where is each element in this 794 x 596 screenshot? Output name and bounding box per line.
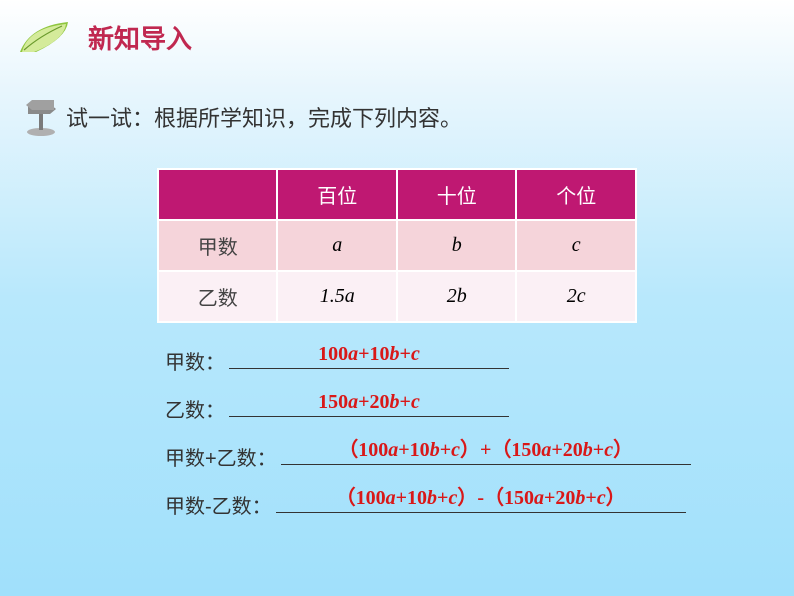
- signpost-icon: [20, 96, 62, 138]
- subtitle-prefix: 试一试：: [66, 106, 154, 131]
- subtitle-row: 试一试：根据所学知识，完成下列内容。: [20, 96, 794, 138]
- answers-section: 甲数： 100a+10b+c 乙数： 150a+20b+c 甲数+乙数： （10…: [165, 343, 794, 519]
- answer-value-jia: 100a+10b+c: [318, 343, 420, 366]
- answer-blank: 100a+10b+c: [229, 343, 509, 369]
- table-row: 乙数 1.5a 2b 2c: [158, 271, 636, 322]
- answer-blank: （100a+10b+c）+（150a+20b+c）: [281, 439, 691, 465]
- answer-label: 甲数：: [165, 346, 225, 375]
- place-value-table: 百位 十位 个位 甲数 a b c 乙数 1.5a 2b 2c: [157, 168, 637, 323]
- cell-jia-ones: c: [516, 220, 636, 271]
- answer-line-yi: 乙数： 150a+20b+c: [165, 391, 794, 423]
- cell-yi-ones: 2c: [516, 271, 636, 322]
- cell-yi-hundreds: 1.5a: [277, 271, 397, 322]
- table-header-row: 百位 十位 个位: [158, 169, 636, 220]
- answer-line-jia: 甲数： 100a+10b+c: [165, 343, 794, 375]
- answer-value-yi: 150a+20b+c: [318, 391, 420, 414]
- cell-jia-tens: b: [397, 220, 516, 271]
- row-label-jia: 甲数: [158, 220, 277, 271]
- table-header-blank: [158, 169, 277, 220]
- leaf-icon: [18, 18, 78, 56]
- answer-line-diff: 甲数-乙数： （100a+10b+c）-（150a+20b+c）: [165, 487, 794, 519]
- answer-value-diff: （100a+10b+c）-（150a+20b+c）: [336, 481, 626, 510]
- answer-value-sum: （100a+10b+c）+（150a+20b+c）: [338, 433, 633, 462]
- row-label-yi: 乙数: [158, 271, 277, 322]
- table-header-hundreds: 百位: [277, 169, 397, 220]
- answer-blank: 150a+20b+c: [229, 391, 509, 417]
- subtitle-body: 根据所学知识，完成下列内容。: [154, 106, 462, 131]
- subtitle-text: 试一试：根据所学知识，完成下列内容。: [66, 101, 462, 133]
- cell-yi-tens: 2b: [397, 271, 516, 322]
- answer-label: 甲数+乙数：: [165, 442, 277, 471]
- answer-blank: （100a+10b+c）-（150a+20b+c）: [276, 487, 686, 513]
- answer-label: 乙数：: [165, 394, 225, 423]
- answer-label: 甲数-乙数：: [165, 490, 272, 519]
- page-title: 新知导入: [88, 19, 192, 56]
- answer-line-sum: 甲数+乙数： （100a+10b+c）+（150a+20b+c）: [165, 439, 794, 471]
- header: 新知导入: [0, 0, 794, 56]
- table-header-tens: 十位: [397, 169, 516, 220]
- table-row: 甲数 a b c: [158, 220, 636, 271]
- table-header-ones: 个位: [516, 169, 636, 220]
- cell-jia-hundreds: a: [277, 220, 397, 271]
